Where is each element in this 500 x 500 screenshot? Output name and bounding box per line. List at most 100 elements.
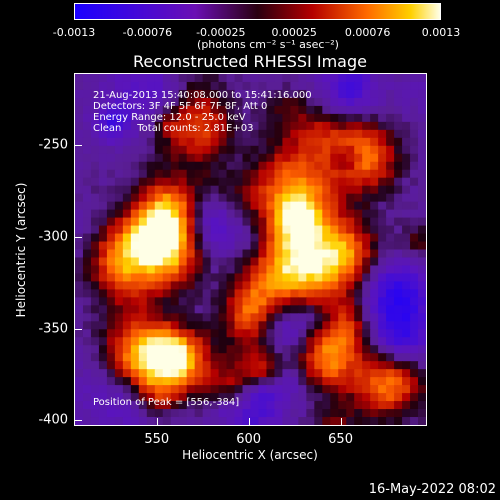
heatmap-cell <box>114 121 124 131</box>
heatmap-cell <box>330 401 339 410</box>
x-axis-label: Heliocentric X (arcsec) <box>182 448 318 462</box>
heatmap-cell <box>346 217 355 227</box>
heatmap-cell <box>130 225 140 235</box>
heatmap-cell <box>82 297 92 306</box>
heatmap-cell <box>410 313 419 322</box>
heatmap-cell <box>106 377 116 386</box>
heatmap-cell <box>114 305 124 314</box>
heatmap-cell <box>354 417 363 425</box>
heatmap-cell <box>226 401 236 410</box>
heatmap-cell <box>178 105 188 115</box>
heatmap-cell <box>346 361 355 370</box>
heatmap-cell <box>298 249 307 259</box>
heatmap-cell <box>282 337 291 346</box>
heatmap-cell <box>106 385 116 394</box>
heatmap-cell <box>106 241 116 251</box>
heatmap-cell <box>162 377 172 386</box>
heatmap-cell <box>418 369 426 378</box>
heatmap-cell <box>322 201 331 211</box>
heatmap-cell <box>138 209 148 219</box>
heatmap-cell <box>418 129 426 139</box>
heatmap-cell <box>170 329 180 338</box>
heatmap-cell <box>418 393 426 402</box>
heatmap-cell <box>114 377 124 386</box>
heatmap-cell <box>162 409 172 418</box>
heatmap-cell <box>282 417 291 425</box>
heatmap-cell <box>314 113 323 123</box>
heatmap-cell <box>290 193 299 203</box>
heatmap-cell <box>82 353 92 362</box>
heatmap-cell <box>290 145 299 155</box>
heatmap-cell <box>226 329 236 338</box>
heatmap-cell <box>386 225 395 235</box>
heatmap-cell <box>218 193 228 203</box>
heatmap-cell <box>258 321 268 330</box>
heatmap-cell <box>330 273 339 283</box>
chart-title: Reconstructed RHESSI Image <box>133 52 367 71</box>
heatmap-cell <box>218 321 228 330</box>
heatmap-cell <box>75 289 84 298</box>
heatmap-cell <box>402 249 411 259</box>
heatmap-cell <box>186 185 196 195</box>
heatmap-cell <box>202 161 212 171</box>
heatmap-cell <box>362 193 371 203</box>
heatmap-cell <box>322 265 331 275</box>
heatmap-cell <box>194 337 204 346</box>
heatmap-cell <box>410 409 419 418</box>
heatmap-cell <box>370 265 379 275</box>
heatmap-cell <box>410 249 419 259</box>
heatmap-cell <box>234 281 244 290</box>
heatmap-cell <box>346 281 355 290</box>
heatmap-cell <box>330 345 339 354</box>
heatmap-cell <box>402 313 411 322</box>
heatmap-cell <box>234 377 244 386</box>
heatmap-cell <box>266 97 276 107</box>
heatmap-cell <box>138 153 148 163</box>
heatmap-cell <box>234 313 244 322</box>
heatmap-cell <box>346 201 355 211</box>
heatmap-cell <box>378 74 387 83</box>
heatmap-cell <box>98 74 108 83</box>
heatmap-cell <box>370 385 379 394</box>
heatmap-cell <box>354 121 363 131</box>
heatmap-cell <box>298 385 307 394</box>
heatmap-cell <box>346 353 355 362</box>
heatmap-cell <box>242 361 252 370</box>
heatmap-cell <box>106 97 116 107</box>
datestamp: 16-May-2022 08:02 <box>368 482 496 497</box>
heatmap-cell <box>274 393 284 402</box>
heatmap-cell <box>290 217 299 227</box>
heatmap-cell <box>362 345 371 354</box>
heatmap-cell <box>378 89 387 99</box>
heatmap-cell <box>186 121 196 131</box>
heatmap-cell <box>386 385 395 394</box>
heatmap-cell <box>75 313 84 322</box>
heatmap-cell <box>226 417 236 425</box>
heatmap-cell <box>266 289 276 298</box>
heatmap-cell <box>362 241 371 251</box>
heatmap-cell <box>378 321 387 330</box>
heatmap-cell <box>75 217 84 227</box>
heatmap-cell <box>202 249 212 259</box>
heatmap-cell <box>306 89 315 99</box>
heatmap-cell <box>202 265 212 275</box>
heatmap-cell <box>274 153 284 163</box>
heatmap-cell <box>386 233 395 243</box>
heatmap-cell <box>106 169 116 179</box>
heatmap-cell <box>194 137 204 147</box>
heatmap-cell <box>354 81 363 91</box>
heatmap-cell <box>75 233 84 243</box>
heatmap-cell <box>378 241 387 251</box>
heatmap-cell <box>226 345 236 354</box>
heatmap-cell <box>282 201 291 211</box>
heatmap-cell <box>314 201 323 211</box>
heatmap-cell <box>378 193 387 203</box>
heatmap-cell <box>138 257 148 267</box>
heatmap-cell <box>106 401 116 410</box>
heatmap-cell <box>418 153 426 163</box>
heatmap-cell <box>75 161 84 171</box>
heatmap-cell <box>378 337 387 346</box>
heatmap-cell <box>410 217 419 227</box>
heatmap-cell <box>82 233 92 243</box>
heatmap-cell <box>274 89 284 99</box>
